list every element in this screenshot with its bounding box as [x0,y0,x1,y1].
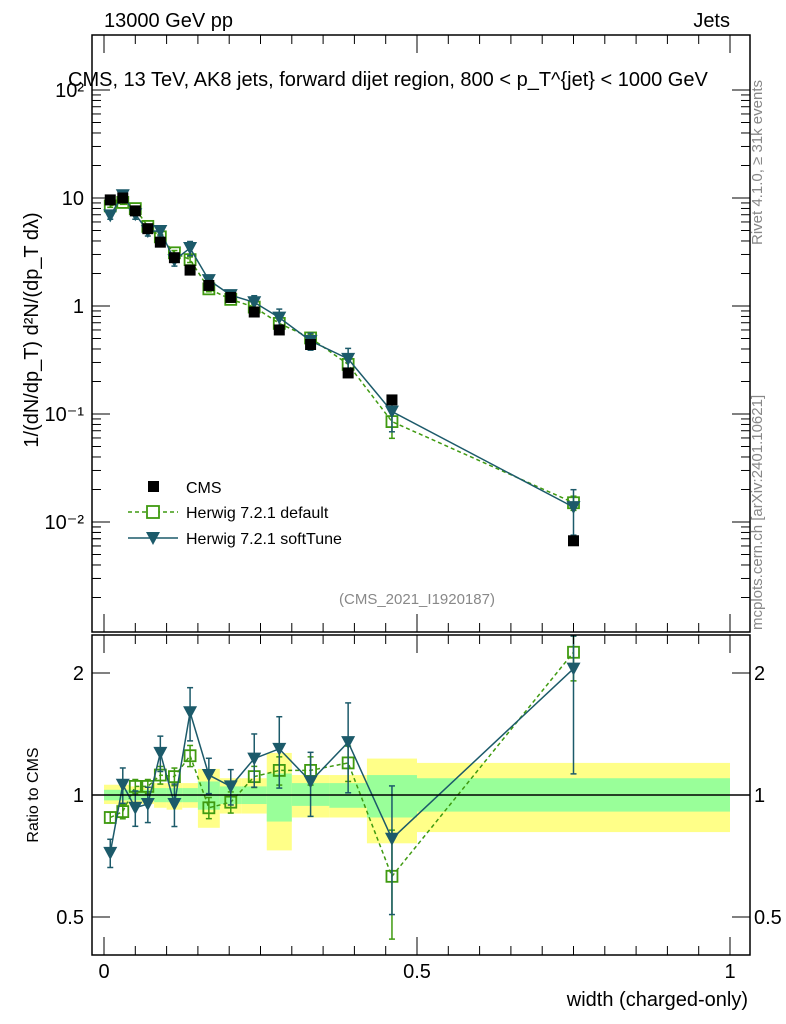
axis-ticks: 10⁻² 10⁻¹ 1 10 10² 0.5 0.5 1 1 2 2 0 0.5 1 [45,35,782,983]
herwig-softtune-point [341,352,356,366]
herwig-softtune-point [183,242,198,256]
herwig-softtune-point [153,224,168,238]
data-marks [103,189,581,940]
y-tick-label: 10⁻¹ [45,404,85,426]
y-tick-label: 10² [55,80,84,102]
herwig-softtune-point [341,736,356,750]
x-axis-label: width (charged-only) [566,989,748,1011]
ratio-axis-label: Ratio to CMS [25,747,42,842]
herwig-default-point [183,749,197,763]
y-tick-label: 10 [62,188,84,210]
herwig-softtune-point [566,501,581,515]
ratio-tick-label: 0.5 [56,907,84,929]
cms-point [168,252,180,264]
cms-point [117,192,129,204]
herwig-softtune-point [128,801,143,815]
y-tick-label: 1 [73,296,84,318]
series-line-main [110,201,574,504]
cms-point [104,194,116,206]
x-tick-label: 0.5 [403,961,431,983]
mcplots-reference: mcplots.cern.ch [arXiv:2401.10621] [749,395,766,630]
chart-title: CMS, 13 TeV, AK8 jets, forward dijet reg… [68,69,708,91]
herwig-softtune-point [272,311,287,325]
herwig-softtune-point [103,846,118,860]
cms-point [305,339,317,351]
analysis-id: (CMS_2021_I1920187) [339,591,495,608]
herwig-default-point [202,801,216,815]
cms-point [273,324,285,336]
herwig-default-point [103,811,117,824]
header-right: Jets [693,10,730,32]
ratio-tick-label: 2 [73,663,84,685]
ratio-tick-label-right: 0.5 [754,907,782,929]
ratio-tick-label-right: 1 [754,785,765,807]
cms-point [203,279,215,291]
herwig-softtune-point [153,746,168,760]
y-axis-label: 1/(dN/dp_T) d²N/(dp_T dλ) [21,212,43,447]
herwig-softtune-point [140,798,155,812]
cms-point [225,291,237,303]
cms-point [386,394,398,406]
herwig-softtune-point [384,405,399,419]
legend-cms-label: CMS [186,480,222,497]
legend-softtune-label: Herwig 7.2.1 softTune [186,531,342,548]
cms-point [248,306,260,318]
legend-default-marker [146,505,160,519]
header-left: 13000 GeV pp [104,10,233,32]
x-tick-label: 1 [724,961,735,983]
legend-softtune-marker [146,532,160,545]
legend: CMS Herwig 7.2.1 default Herwig 7.2.1 so… [128,480,342,548]
cms-point [142,223,154,235]
legend-cms-marker [148,481,159,492]
herwig-softtune-point [303,775,318,789]
herwig-default-point [168,770,181,784]
herwig-softtune-point [384,832,399,846]
cms-point [184,264,196,276]
ratio-tick-label: 1 [73,785,84,807]
herwig-softtune-point [223,780,238,794]
cms-point [568,535,579,547]
herwig-softtune-point [272,742,287,756]
rivet-version: Rivet 4.1.0, ≥ 31k events [749,80,766,245]
herwig-softtune-point [247,752,262,766]
herwig-softtune-point [103,209,118,223]
herwig-softtune-point [167,798,182,812]
herwig-softtune-point [183,706,198,720]
cms-point [342,367,354,379]
herwig-softtune-point [247,296,262,310]
x-tick-label: 0 [98,961,109,983]
cms-point [129,205,141,217]
uncertainty-bands [104,752,730,851]
y-tick-label: 10⁻² [45,512,85,534]
legend-default-label: Herwig 7.2.1 default [186,505,329,522]
ratio-tick-label-right: 2 [754,663,765,685]
herwig-softtune-point [115,778,130,792]
herwig-softtune-point [201,769,216,783]
herwig-softtune-point [566,662,581,676]
cms-point [154,236,166,248]
series-line-main [109,193,574,508]
main-frame [91,34,751,633]
